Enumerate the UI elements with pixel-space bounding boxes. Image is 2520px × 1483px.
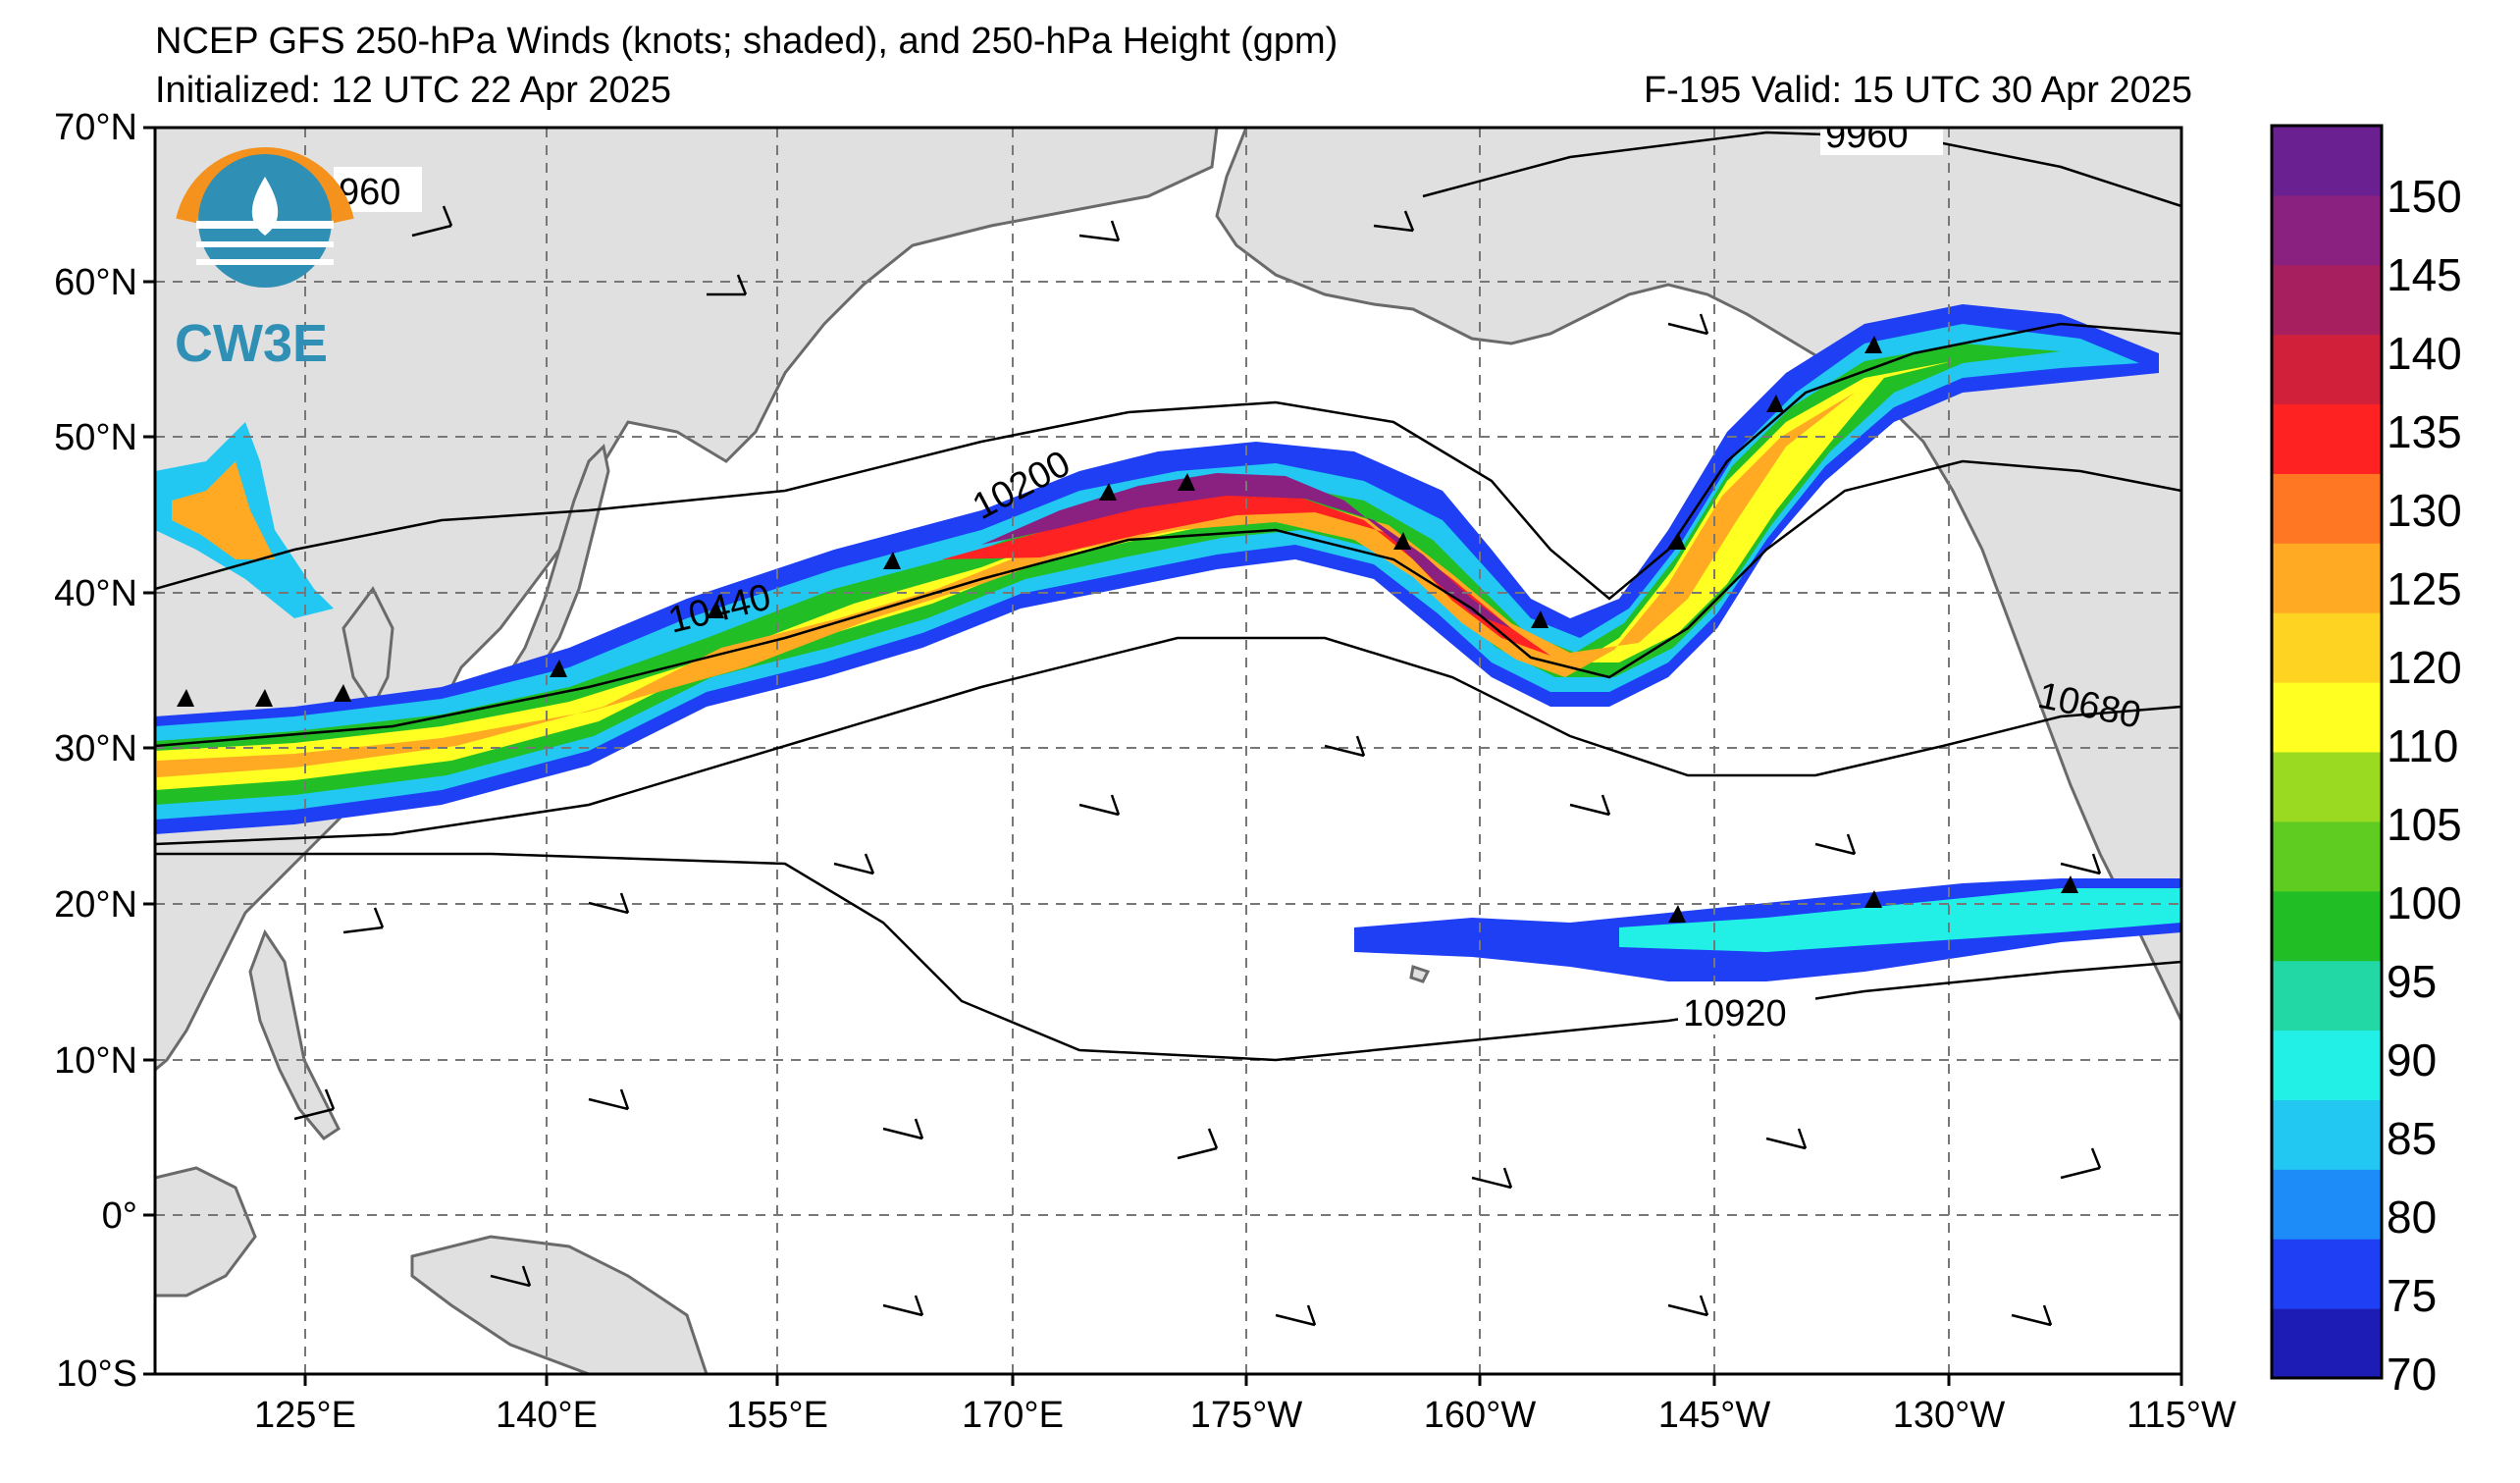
lon-label: 160°W	[1424, 1395, 1537, 1436]
lon-label: 170°E	[962, 1395, 1064, 1436]
jet-subtropical-core	[1619, 888, 2181, 952]
colorbar-swatch	[2272, 1099, 2382, 1170]
colorbar-swatch	[2272, 1169, 2382, 1240]
colorbar-label: 70	[2387, 1349, 2437, 1400]
colorbar-swatch	[2272, 264, 2382, 336]
colorbar-swatch	[2272, 473, 2382, 544]
colorbar-label: 125	[2387, 563, 2462, 614]
colorbar-frame	[2270, 124, 2384, 1380]
axis-ticks	[143, 126, 2183, 1386]
init-time: Initialized: 12 UTC 22 Apr 2025	[155, 70, 671, 111]
lon-label: 155°E	[726, 1395, 828, 1436]
colorbar-swatch	[2272, 403, 2382, 474]
colorbar-label: 80	[2387, 1192, 2437, 1243]
colorbar-label: 95	[2387, 956, 2437, 1007]
contour-10440	[155, 459, 2181, 748]
height-contours	[155, 131, 2181, 1062]
contour-10680	[155, 636, 2181, 846]
colorbar-label: 120	[2387, 642, 2462, 693]
colorbar-swatch	[2272, 960, 2382, 1032]
colorbar-label: 140	[2387, 328, 2462, 379]
lat-label: 20°N	[54, 884, 137, 926]
chart-title: NCEP GFS 250-hPa Winds (knots; shaded), …	[155, 21, 1339, 62]
logo-text: CW3E	[175, 314, 328, 373]
lon-label: 175°W	[1190, 1395, 1303, 1436]
lat-label: 60°N	[54, 262, 137, 303]
lon-label: 140°E	[496, 1395, 598, 1436]
colorbar-label: 85	[2387, 1113, 2437, 1164]
map-frame	[153, 126, 2183, 1376]
lat-label: 10°S	[56, 1353, 137, 1395]
colorbar-label: 105	[2387, 799, 2462, 850]
lat-labels: 70°N 60°N 50°N 40°N 30°N 20°N 10°N 0° 10…	[54, 107, 137, 1395]
colorbar-labels: 70 75 80 85 90 95 100 105 110 120 125 13…	[2387, 171, 2462, 1400]
lon-label: 145°W	[1658, 1395, 1771, 1436]
colorbar-swatch	[2272, 543, 2382, 613]
lat-label: 10°N	[54, 1040, 137, 1082]
lat-label: 70°N	[54, 107, 137, 148]
cw3e-logo: CW3E	[175, 147, 354, 373]
land-new-guinea	[410, 1235, 709, 1374]
colorbar-label: 90	[2387, 1034, 2437, 1086]
lat-label: 40°N	[54, 573, 137, 614]
colorbar	[2270, 124, 2384, 1380]
lon-label: 130°W	[1893, 1395, 2006, 1436]
colorbar-swatch	[2272, 334, 2382, 405]
lat-label: 30°N	[54, 728, 137, 769]
land-indonesia	[155, 1166, 257, 1298]
lon-labels: 125°E 140°E 155°E 170°E 175°W 160°W 145°…	[254, 1395, 2236, 1436]
jet-core	[981, 473, 1511, 628]
colorbar-swatch	[2272, 752, 2382, 822]
lon-label: 125°E	[254, 1395, 356, 1436]
valid-time: F-195 Valid: 15 UTC 30 Apr 2025	[1643, 70, 2192, 111]
lat-label: 0°	[102, 1195, 137, 1237]
colorbar-label: 75	[2387, 1270, 2437, 1321]
colorbar-swatch	[2272, 1030, 2382, 1100]
logo-drop-icon	[251, 177, 279, 236]
colorbar-swatch	[2272, 612, 2382, 683]
land-asia	[155, 128, 1219, 1072]
colorbar-label: 100	[2387, 877, 2462, 928]
lon-label: 115°W	[2126, 1395, 2236, 1436]
contour-label-9960: 9960	[1825, 115, 1909, 156]
colorbar-swatch	[2272, 1308, 2382, 1379]
colorbar-swatch	[2272, 890, 2382, 962]
colorbar-label: 135	[2387, 406, 2462, 457]
colorbar-swatch	[2272, 821, 2382, 892]
colorbar-label: 145	[2387, 249, 2462, 300]
land-philippines	[248, 928, 341, 1140]
colorbar-swatch	[2272, 194, 2382, 266]
colorbar-label: 150	[2387, 171, 2462, 222]
colorbar-swatch	[2272, 682, 2382, 753]
contour-label-10920: 10920	[1683, 993, 1787, 1034]
colorbar-swatch	[2272, 126, 2382, 196]
contour-10200	[155, 322, 2181, 601]
land-hawaii	[1409, 965, 1431, 983]
graticule	[155, 128, 2181, 1374]
jet-red	[942, 496, 1550, 656]
wind-pennants	[177, 336, 2078, 923]
contour-labels: 960 9960 10200 10440 10680 10920	[334, 115, 2144, 1034]
colorbar-label: 130	[2387, 485, 2462, 536]
lat-label: 50°N	[54, 417, 137, 458]
colorbar-label: 110	[2387, 720, 2458, 771]
contour-10920	[155, 852, 2181, 1062]
colorbar-swatch	[2272, 1239, 2382, 1309]
jet-branch-west-core	[172, 461, 275, 559]
